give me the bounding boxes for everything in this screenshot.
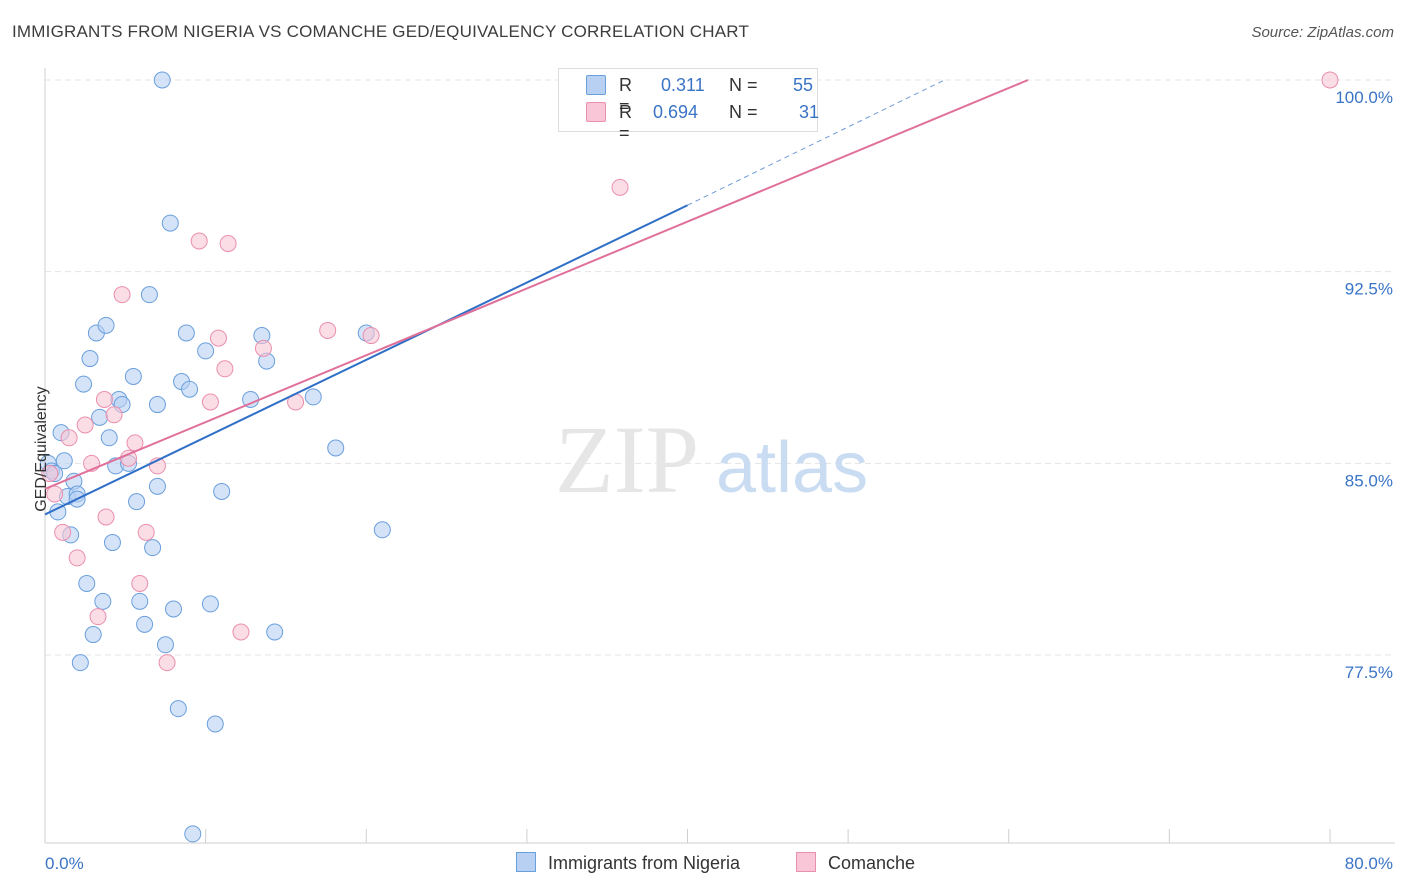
x-tick-label: 80.0% (1345, 854, 1393, 873)
comanche-point (131, 574, 149, 592)
nigeria-point (148, 396, 166, 414)
nigeria-point (153, 71, 171, 89)
nigeria-point (91, 408, 109, 426)
nigeria-point (161, 214, 179, 232)
comanche-point (41, 465, 59, 483)
comanche-point (319, 321, 337, 339)
nigeria-point (201, 595, 219, 613)
grid-layer (45, 79, 1395, 656)
watermark: ZIP atlas (555, 406, 868, 513)
y-tick-label: 77.5% (1345, 663, 1393, 682)
nigeria-point (103, 534, 121, 552)
y-tick-label: 85.0% (1345, 471, 1393, 490)
stats-legend: R = 0.311 N = 55 R = 0.694 N = 31 (558, 68, 820, 143)
nigeria-point (213, 482, 231, 500)
comanche-point (362, 327, 380, 345)
nigeria-point (177, 324, 195, 342)
comanche-point (201, 393, 219, 411)
comanche-point (232, 623, 250, 641)
comanche-point (219, 235, 237, 253)
nigeria-point (124, 367, 142, 385)
legend-label-nigeria: Immigrants from Nigeria (548, 853, 741, 873)
nigeria-point (327, 439, 345, 457)
nigeria-swatch (586, 75, 606, 95)
nigeria-point (84, 626, 102, 644)
nigeria-point (181, 380, 199, 398)
nigeria-point (206, 715, 224, 733)
comanche-point (137, 523, 155, 541)
nigeria-point (184, 825, 202, 843)
comanche-trend-line (44, 79, 1029, 490)
comanche-point (60, 429, 78, 447)
nigeria-point (197, 342, 215, 360)
nigeria-point (81, 350, 99, 368)
legend-label-comanche: Comanche (828, 853, 916, 873)
nigeria-point (165, 600, 182, 618)
legend-swatch-comanche (796, 852, 816, 872)
source-label: Source: ZipAtlas.com (1251, 24, 1394, 41)
r-label: R = (619, 102, 632, 143)
n-value: 31 (799, 102, 820, 122)
nigeria-point (140, 286, 158, 304)
nigeria-point (97, 316, 115, 334)
comanche-point (105, 406, 123, 424)
nigeria-point (131, 592, 149, 610)
nigeria-point (156, 636, 174, 654)
y-tick-label: 92.5% (1345, 280, 1393, 299)
points-layer (39, 71, 1339, 843)
chart-title: IMMIGRANTS FROM NIGERIA VS COMANCHE GED/… (12, 22, 750, 41)
nigeria-trend-extension (687, 79, 945, 206)
nigeria-point (148, 477, 166, 495)
tick-label-layer: 77.5% 85.0% 92.5% 100.0% 0.0% 80.0% (45, 88, 1393, 873)
nigeria-point (128, 493, 146, 511)
nigeria-point (373, 521, 391, 539)
comanche-swatch (586, 102, 606, 122)
trend-layer (44, 79, 1029, 516)
nigeria-point (78, 574, 96, 592)
nigeria-point (75, 375, 93, 393)
comanche-point (89, 608, 107, 626)
comanche-point (113, 286, 131, 304)
nigeria-point (100, 429, 118, 447)
legend-swatch-nigeria (516, 852, 536, 872)
legend-item-nigeria: Immigrants from Nigeria (516, 852, 740, 874)
comanche-point (76, 416, 94, 434)
n-value: 55 (793, 75, 814, 95)
nigeria-point (144, 539, 162, 557)
n-label: N = (729, 75, 758, 95)
comanche-point (95, 390, 113, 408)
y-axis-label: GED/Equivalency (33, 386, 50, 512)
comanche-point (190, 232, 208, 250)
legend-item-comanche: Comanche (796, 852, 915, 874)
comanche-point (97, 508, 115, 526)
r-value: 0.311 (661, 75, 705, 95)
comanche-point (611, 178, 629, 196)
r-label: R = (619, 75, 632, 116)
nigeria-point (71, 654, 89, 672)
comanche-point (216, 360, 234, 378)
comanche-point (254, 339, 272, 357)
comanche-point (54, 523, 72, 541)
r-value: 0.694 (653, 102, 699, 122)
watermark-atlas: atlas (716, 428, 868, 508)
x-tick-label: 0.0% (45, 854, 84, 873)
nigeria-point (94, 592, 112, 610)
nigeria-point (304, 388, 322, 406)
comanche-point (46, 485, 64, 503)
nigeria-point (169, 700, 187, 718)
comanche-point (1321, 71, 1339, 89)
comanche-point (68, 549, 86, 567)
n-label: N = (729, 102, 758, 122)
nigeria-point (266, 623, 284, 641)
watermark-zip: ZIP (555, 406, 699, 513)
y-tick-label: 100.0% (1335, 88, 1393, 107)
nigeria-point (136, 615, 154, 633)
nigeria-point (55, 452, 73, 470)
nigeria-trend-line (44, 204, 688, 516)
comanche-point (158, 654, 176, 672)
comanche-point (209, 329, 227, 347)
